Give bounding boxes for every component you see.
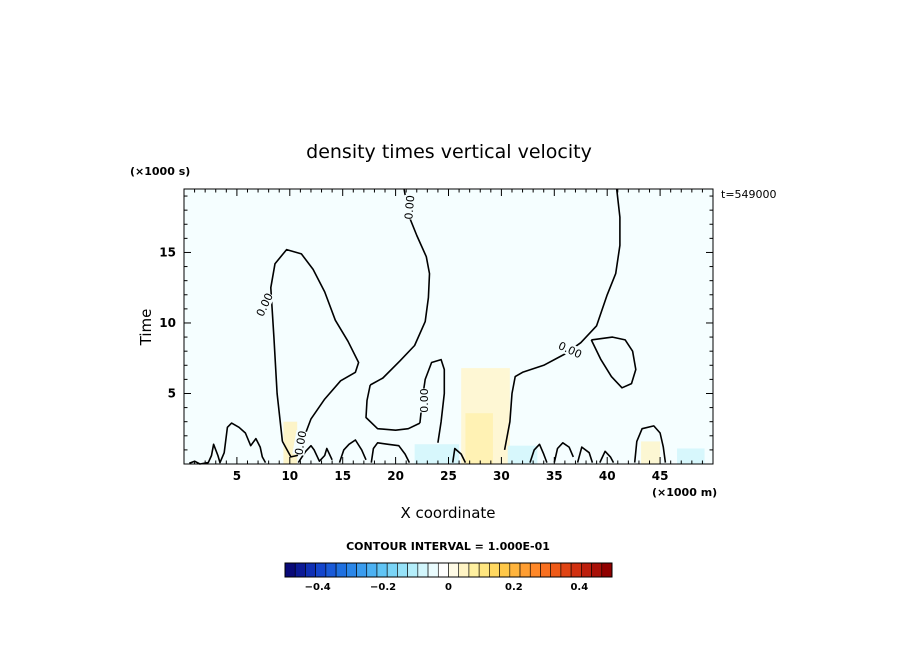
contour-line-15	[633, 425, 667, 463]
colorbar-cell-23	[519, 562, 531, 578]
contour-line-13	[576, 446, 594, 463]
x-tick-label-5: 5	[233, 469, 241, 483]
contour-line-11	[529, 443, 548, 463]
x-tick-label-25: 25	[440, 469, 457, 483]
colorbar-cell-9	[376, 562, 388, 578]
x-tick-label-40: 40	[599, 469, 616, 483]
colorbar-cell-3	[315, 562, 327, 578]
colorbar-cell-2	[305, 562, 316, 578]
colorbar-cell-4	[325, 562, 337, 578]
colorbar-cell-31	[601, 562, 613, 578]
colorbar-cell-18	[468, 562, 480, 578]
shaded-region-4	[414, 444, 460, 464]
colorbar-cell-12	[407, 562, 419, 578]
colorbar-cell-13	[417, 562, 429, 578]
contour-line-10	[451, 447, 467, 463]
colorbar-cell-29	[581, 562, 592, 578]
contour-interval-label: CONTOUR INTERVAL = 1.000E-01	[346, 540, 550, 553]
contour-label-bg-0	[253, 291, 275, 319]
x-tick-labels: 5 10 15 20 25 30 35 40 45	[233, 469, 669, 483]
colorbar-label-3: 0.2	[505, 582, 523, 593]
axis-ticks	[184, 189, 713, 464]
x-tick-label-35: 35	[546, 469, 563, 483]
colorbar-cell-27	[560, 562, 572, 578]
colorbar-cell-10	[386, 562, 398, 578]
contour-line-9	[370, 442, 411, 463]
contour-line-8	[338, 439, 367, 463]
colorbar-cell-0	[284, 562, 296, 578]
shaded-region-1	[465, 413, 493, 464]
time-label: t=549000	[721, 188, 777, 201]
colorbar-cell-30	[591, 562, 603, 578]
contour-line-7	[297, 444, 333, 464]
y-tick-labels: 5 10 15	[159, 245, 176, 400]
colorbar-cell-1	[294, 562, 306, 578]
colorbar-cell-21	[499, 562, 511, 578]
plot-area: 0.000.000.000.000.00	[183, 188, 714, 465]
contour-line-2	[365, 384, 421, 431]
colorbar-cell-17	[458, 562, 470, 578]
y-tick-label-15: 15	[159, 245, 176, 259]
colorbar-label-4: 0.4	[570, 582, 588, 593]
colorbar-cell-14	[427, 562, 439, 578]
contour-label-2: 0.00	[402, 195, 417, 221]
contour-label-bg-1	[292, 429, 309, 456]
y-axis-unit: (×1000 s)	[130, 165, 190, 178]
x-tick-label-30: 30	[493, 469, 510, 483]
plot-background	[184, 189, 713, 464]
y-axis-label: Time	[137, 309, 155, 347]
colorbar-label-0: −0.4	[305, 582, 331, 593]
y-tick-label-5: 5	[168, 386, 176, 400]
shaded-region-3	[641, 441, 661, 464]
colorbar-label-2: 0	[445, 582, 452, 593]
colorbar-cell-20	[489, 562, 500, 578]
chart-title: density times vertical velocity	[306, 141, 592, 163]
contour-line-5	[590, 336, 637, 389]
colorbar-cell-28	[570, 562, 582, 578]
colorbar-cell-25	[540, 562, 551, 578]
colorbar-frame	[284, 562, 613, 578]
contour-line-14	[599, 450, 615, 463]
colorbar-cell-7	[356, 562, 368, 578]
shaded-region-6	[677, 448, 705, 464]
x-tick-label-15: 15	[334, 469, 351, 483]
x-tick-label-20: 20	[387, 469, 404, 483]
colorbar-cell-22	[509, 562, 521, 578]
shaded-field	[283, 368, 705, 464]
contour-label-bg-3	[418, 388, 431, 413]
contour-line-6	[189, 422, 267, 465]
x-tick-label-10: 10	[281, 469, 298, 483]
colorbar-cell-26	[550, 562, 562, 578]
contour-label-3: 0.00	[418, 388, 431, 413]
contour-line-1	[369, 188, 431, 386]
colorbar-label-1: −0.2	[370, 582, 396, 593]
x-axis-unit: (×1000 m)	[652, 486, 717, 499]
colorbar-tick-labels: −0.4 −0.2 0 0.2 0.4	[305, 582, 589, 593]
colorbar-cell-8	[366, 562, 378, 578]
colorbar-cell-16	[448, 562, 460, 578]
colorbar-cell-5	[335, 562, 347, 578]
shaded-region-5	[507, 445, 538, 464]
colorbar	[284, 562, 613, 578]
colorbar-cell-11	[397, 562, 408, 578]
colorbar-cell-24	[529, 562, 541, 578]
contour-label-bg-4	[556, 339, 584, 361]
contour-label-bg-2	[402, 194, 417, 220]
colorbar-cell-6	[346, 562, 357, 578]
contour-label-1: 0.00	[292, 430, 309, 456]
y-tick-label-10: 10	[159, 316, 176, 330]
x-tick-label-45: 45	[652, 469, 669, 483]
contour-line-12	[553, 442, 575, 463]
colorbar-cell-15	[437, 562, 449, 578]
x-axis-label: X coordinate	[400, 504, 495, 522]
colorbar-cell-19	[478, 562, 490, 578]
